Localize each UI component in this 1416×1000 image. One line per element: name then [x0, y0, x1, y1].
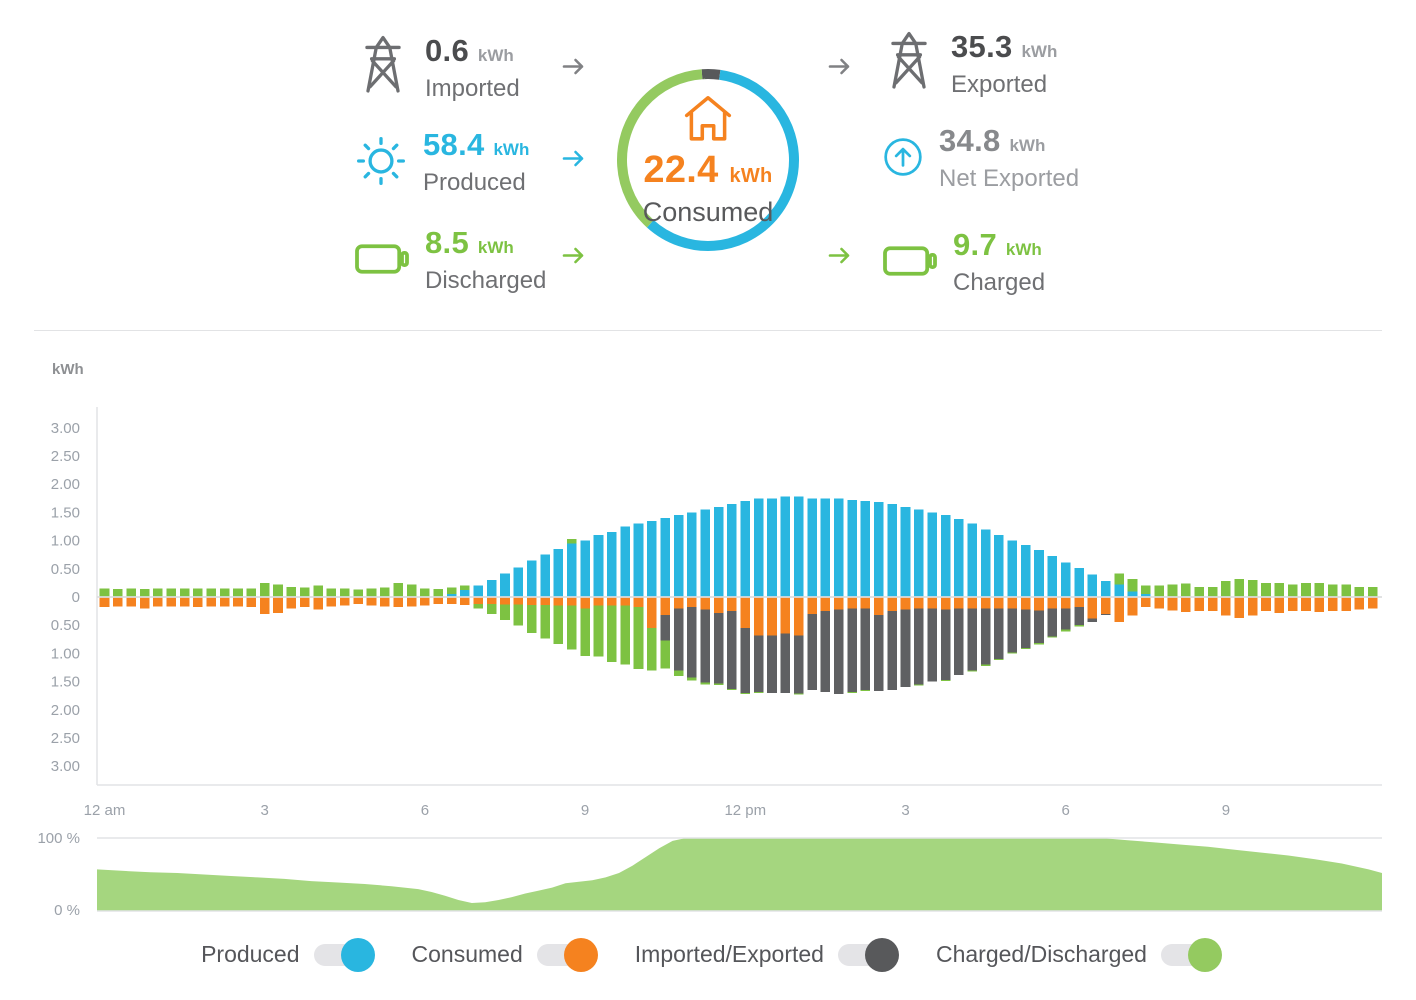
exported-value: 35.3 [951, 29, 1013, 64]
power-tower-icon [882, 30, 936, 100]
imported-unit: kWh [477, 46, 514, 65]
produced-unit: kWh [493, 140, 530, 159]
legend-item-imported-exported: Imported/Exported [634, 937, 899, 972]
exported-label: Exported [951, 71, 1048, 98]
chart-unit-label: kWh [52, 361, 84, 378]
sun-icon [354, 134, 408, 193]
svg-text:2.00: 2.00 [51, 702, 80, 719]
svg-text:100 %: 100 % [37, 830, 80, 847]
svg-text:1.00: 1.00 [51, 533, 80, 550]
charged-label: Charged [953, 269, 1046, 296]
flow-arrow-discharged-icon [562, 246, 586, 270]
svg-text:0: 0 [72, 589, 80, 606]
discharged-label: Discharged [425, 267, 547, 294]
svg-text:0.50: 0.50 [51, 561, 80, 578]
svg-text:3: 3 [901, 802, 909, 819]
svg-text:12 pm: 12 pm [724, 802, 766, 819]
svg-text:3.00: 3.00 [51, 420, 80, 437]
discharged-value: 8.5 [425, 225, 469, 260]
flow-arrow-imported-icon [562, 57, 586, 81]
battery-icon [882, 241, 938, 286]
legend-label: Produced [201, 941, 300, 967]
toggle-knob [340, 937, 375, 972]
charged-discharged-toggle[interactable] [1160, 937, 1222, 972]
section-divider [34, 330, 1382, 331]
imported-label: Imported [425, 75, 520, 102]
net-exported-label: Net Exported [939, 165, 1080, 192]
legend-item-produced: Produced [201, 937, 375, 972]
stat-produced: 58.4 kWh Produced [354, 128, 529, 198]
consumption-ring: 22.4 kWh Consumed [612, 64, 804, 256]
svg-text:2.50: 2.50 [51, 730, 80, 747]
svg-text:6: 6 [421, 802, 429, 819]
legend-label: Imported/Exported [634, 941, 824, 967]
charged-unit: kWh [1005, 240, 1042, 259]
stat-exported: 35.3 kWh Exported [882, 30, 1057, 100]
svg-text:0 %: 0 % [54, 902, 80, 919]
discharged-unit: kWh [477, 238, 514, 257]
svg-text:1.00: 1.00 [51, 645, 80, 662]
toggle-knob [1187, 937, 1222, 972]
battery-icon [354, 239, 410, 284]
svg-text:3.00: 3.00 [51, 758, 80, 775]
svg-text:1.50: 1.50 [51, 504, 80, 521]
svg-text:6: 6 [1062, 802, 1070, 819]
svg-text:12 am: 12 am [84, 802, 126, 819]
consumed-toggle[interactable] [536, 937, 598, 972]
consumed-value: 22.4 [643, 148, 719, 191]
exported-unit: kWh [1021, 42, 1058, 61]
flow-arrow-produced-icon [562, 149, 586, 173]
stat-discharged: 8.5 kWh Discharged [354, 226, 546, 296]
svg-text:2.50: 2.50 [51, 448, 80, 465]
produced-label: Produced [423, 169, 526, 196]
legend-item-consumed: Consumed [411, 937, 598, 972]
net-export-arrow-icon [882, 136, 924, 183]
flow-arrow-charged-icon [828, 246, 852, 270]
net-exported-unit: kWh [1009, 136, 1046, 155]
consumed-unit: kWh [729, 164, 773, 187]
stat-imported: 0.6 kWh Imported [356, 34, 520, 104]
svg-text:9: 9 [581, 802, 589, 819]
stat-charged: 9.7 kWh Charged [882, 228, 1045, 298]
charged-value: 9.7 [953, 227, 997, 262]
svg-text:2.00: 2.00 [51, 476, 80, 493]
toggle-knob [864, 937, 899, 972]
stat-net-exported: 34.8 kWh Net Exported [882, 124, 1079, 194]
imported-value: 0.6 [425, 33, 469, 68]
svg-text:0.50: 0.50 [51, 617, 80, 634]
imported-exported-toggle[interactable] [837, 937, 899, 972]
power-tower-icon [356, 34, 410, 104]
legend-label: Charged/Discharged [935, 941, 1147, 967]
svg-text:9: 9 [1222, 802, 1230, 819]
svg-text:1.50: 1.50 [51, 674, 80, 691]
chart-legend: Produced Consumed Imported/Exported Char… [0, 937, 1416, 972]
house-icon [681, 93, 735, 146]
consumed-label: Consumed [642, 196, 774, 227]
svg-text:3: 3 [261, 802, 269, 819]
toggle-knob [563, 937, 598, 972]
produced-value: 58.4 [423, 127, 485, 162]
net-exported-value: 34.8 [939, 123, 1001, 158]
flow-arrow-exported-icon [828, 57, 852, 81]
legend-label: Consumed [411, 941, 523, 967]
legend-item-charged-discharged: Charged/Discharged [935, 937, 1222, 972]
produced-toggle[interactable] [313, 937, 375, 972]
consumption-ring-chart [617, 69, 799, 251]
